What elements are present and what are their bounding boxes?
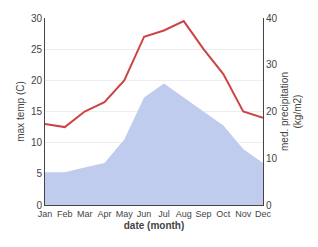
svg-text:Aug: Aug: [176, 209, 192, 219]
svg-text:5: 5: [36, 168, 42, 179]
svg-text:15: 15: [31, 106, 43, 117]
svg-text:30: 30: [31, 13, 43, 24]
svg-text:Oct: Oct: [216, 209, 231, 219]
svg-text:20: 20: [266, 106, 278, 117]
svg-text:Nov: Nov: [235, 209, 252, 219]
svg-text:Jan: Jan: [38, 209, 53, 219]
svg-text:0: 0: [36, 200, 42, 211]
svg-text:Mar: Mar: [77, 209, 93, 219]
svg-text:Jul: Jul: [158, 209, 170, 219]
svg-text:40: 40: [266, 13, 278, 24]
svg-text:Jun: Jun: [137, 209, 152, 219]
svg-text:10: 10: [31, 137, 43, 148]
svg-text:Sep: Sep: [196, 209, 212, 219]
svg-text:max temp (C): max temp (C): [15, 81, 26, 142]
svg-text:25: 25: [31, 44, 43, 55]
svg-text:0: 0: [266, 200, 272, 211]
svg-text:Feb: Feb: [57, 209, 73, 219]
svg-text:Apr: Apr: [97, 209, 111, 219]
svg-text:med. precipitation(kg/m2): med. precipitation(kg/m2): [279, 72, 303, 151]
svg-text:20: 20: [31, 75, 43, 86]
svg-text:May: May: [116, 209, 134, 219]
svg-text:Dec: Dec: [255, 209, 272, 219]
svg-text:date (month): date (month): [124, 220, 185, 231]
svg-text:30: 30: [266, 59, 278, 70]
svg-text:10: 10: [266, 153, 278, 164]
